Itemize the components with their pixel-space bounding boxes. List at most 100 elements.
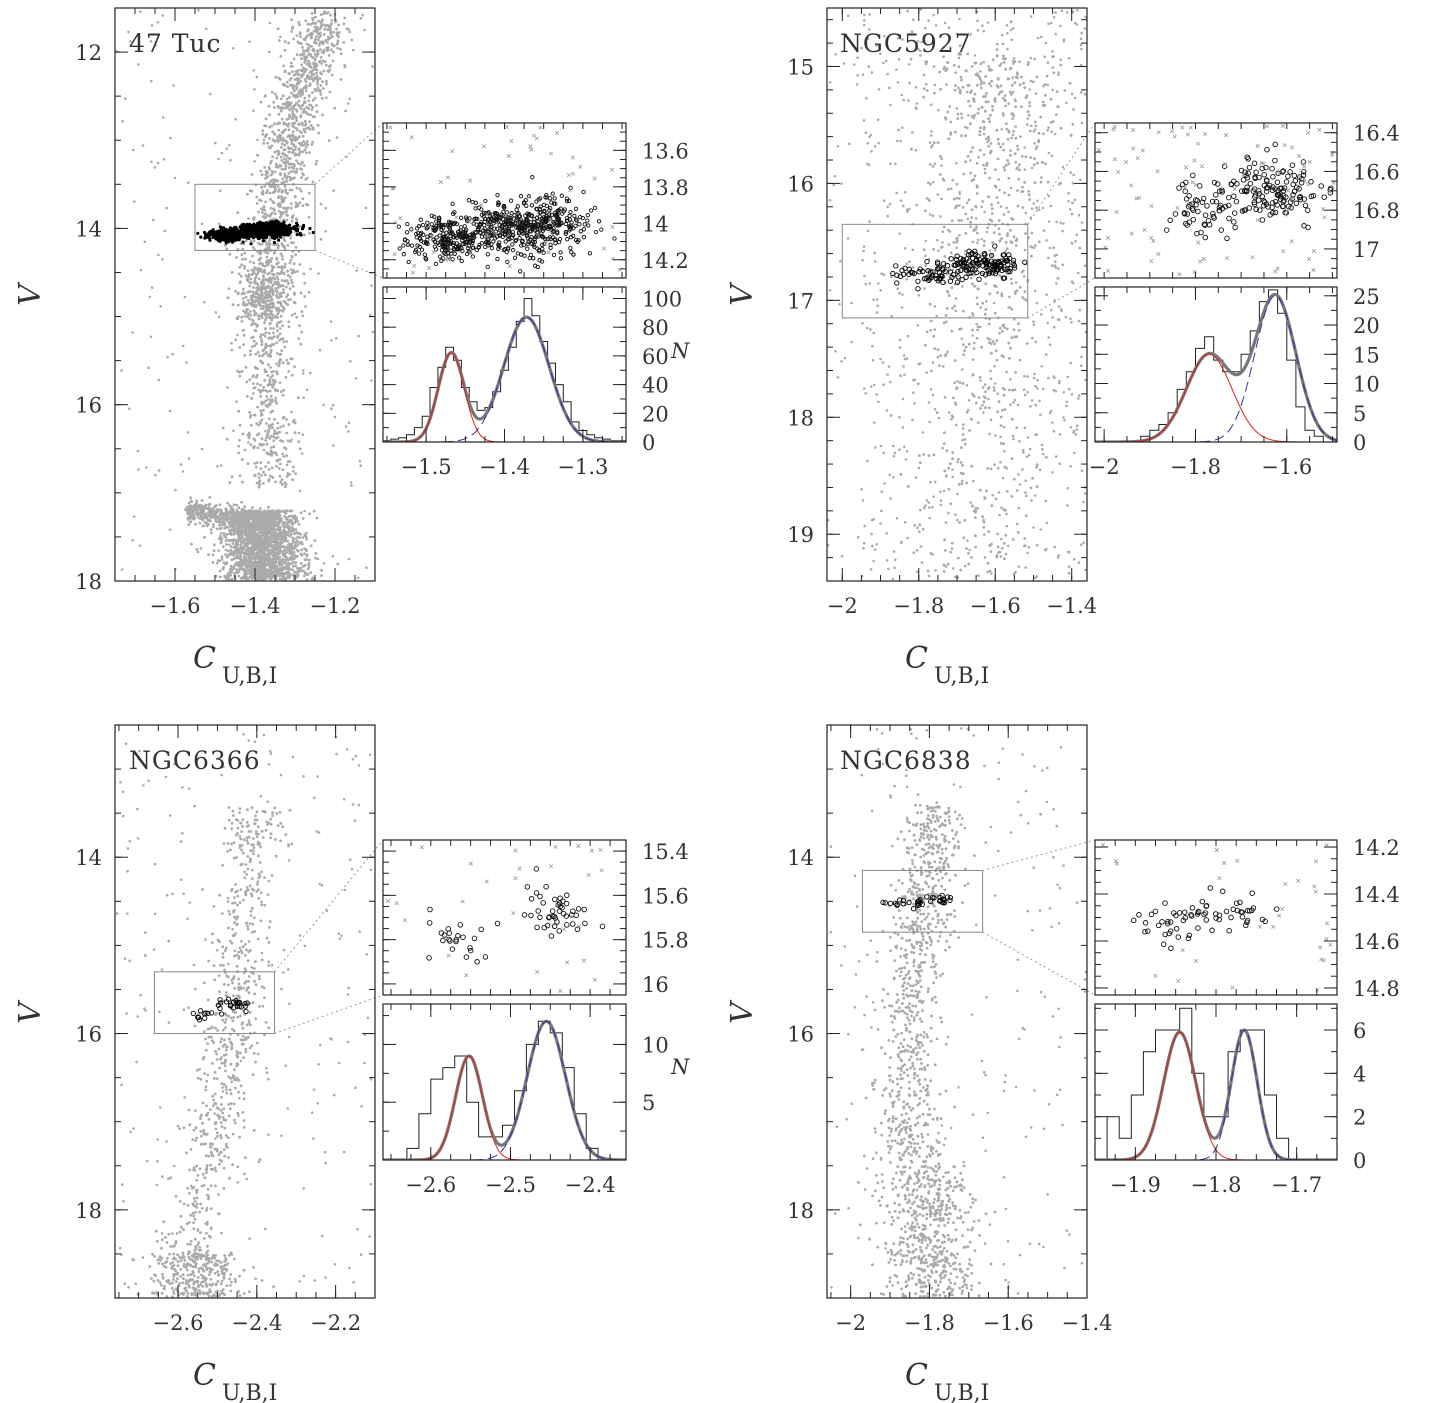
field-star [282,161,286,165]
field-star [226,516,230,520]
field-star [289,241,293,245]
field-star [279,155,283,159]
field-star [307,53,311,56]
field-star [267,468,271,471]
field-star [321,59,325,63]
field-star [150,24,154,27]
field-star [318,77,322,80]
field-star [246,577,250,581]
field-star [301,53,305,57]
field-star [200,499,204,502]
field-star [292,515,296,519]
field-star [249,314,253,317]
field-star [259,563,263,567]
field-star [266,290,270,294]
field-star [289,258,293,262]
field-star [284,560,288,564]
selected-star [241,240,245,244]
field-star [229,549,233,552]
field-star [315,104,318,107]
field-star [289,76,293,80]
field-star [283,184,287,188]
field-star [232,557,236,561]
field-star [246,278,250,282]
field-star [220,555,224,559]
field-star [248,260,252,264]
field-star [264,345,268,348]
field-star [318,27,322,31]
field-star [294,152,297,156]
field-star [243,518,247,522]
field-star [281,305,285,309]
field-star [240,319,244,323]
field-star [256,350,260,354]
field-star [272,516,276,519]
field-star [249,277,253,281]
field-star [308,62,312,65]
field-star [242,547,246,551]
field-star [277,467,281,470]
field-star [299,552,303,556]
field-star [331,43,335,47]
field-star [241,567,245,571]
field-star [272,435,276,439]
field-star [303,552,306,555]
field-star [139,10,142,13]
field-star [289,157,292,160]
field-star [243,267,247,270]
field-star [305,42,309,46]
field-star [282,271,286,275]
field-star [327,54,331,57]
field-star [320,50,324,54]
field-star [269,376,272,379]
field-star [261,576,265,580]
field-star [328,90,332,94]
field-star [276,196,280,200]
field-star [296,204,299,208]
field-star [262,274,265,277]
field-star [257,388,261,392]
field-star [261,264,265,267]
field-star [304,202,308,206]
field-star [244,544,248,548]
field-star [265,350,268,354]
field-star [274,546,278,550]
field-star [276,426,279,430]
field-star [283,345,287,349]
field-star [257,472,261,476]
field-star [181,470,185,473]
field-star [307,94,311,97]
field-star [270,400,274,404]
field-star [272,265,276,269]
field-star [281,468,285,471]
field-star [255,461,259,465]
field-star [297,148,301,152]
field-star [337,23,341,27]
field-star [318,348,322,352]
field-star [246,546,250,549]
field-star [287,117,290,121]
field-star [242,559,245,563]
field-star [254,275,258,279]
field-star [222,566,225,569]
field-star [268,562,272,566]
field-star [270,257,274,260]
field-star [312,29,316,33]
field-star [287,361,290,365]
field-star [329,320,333,323]
field-star [321,96,324,100]
field-star [208,496,212,499]
field-star [281,545,285,549]
field-star [287,172,291,175]
field-star [252,304,256,308]
field-star [279,134,283,138]
field-star [263,268,266,272]
field-star [306,176,309,180]
field-star [270,527,274,531]
field-star [242,523,246,527]
field-star [296,549,300,553]
field-star [278,462,282,466]
field-star [322,33,326,36]
field-star [290,313,294,317]
field-star [258,420,262,424]
